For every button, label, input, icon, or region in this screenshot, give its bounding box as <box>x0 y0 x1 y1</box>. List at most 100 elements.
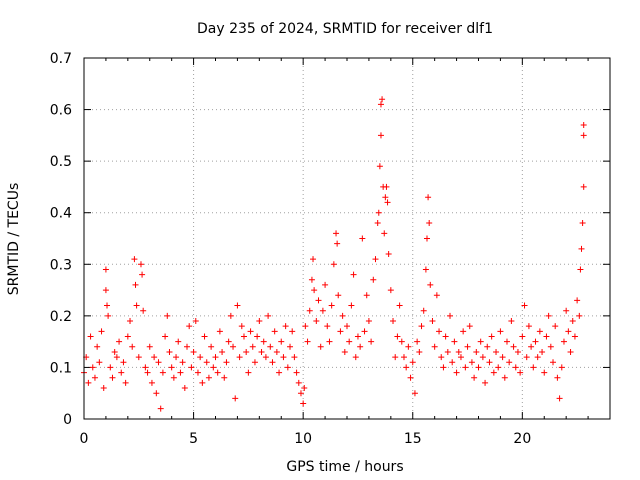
data-point <box>438 354 445 361</box>
data-point <box>580 122 587 129</box>
data-point <box>541 369 548 376</box>
data-point <box>339 312 346 319</box>
y-tick-label: 0.1 <box>50 360 72 376</box>
data-point <box>291 354 298 361</box>
data-point <box>302 323 309 330</box>
data-point <box>495 364 502 371</box>
data-point <box>105 312 112 319</box>
data-point <box>89 364 96 371</box>
data-point <box>517 369 524 376</box>
data-point <box>501 374 508 381</box>
data-point <box>545 312 552 319</box>
data-point <box>519 333 526 340</box>
data-point <box>379 96 386 103</box>
data-point <box>100 385 107 392</box>
data-point <box>194 369 201 376</box>
data-point <box>381 230 388 237</box>
data-point <box>173 354 180 361</box>
data-point <box>543 333 550 340</box>
data-point <box>326 338 333 345</box>
data-point <box>96 359 103 366</box>
x-axis-label: GPS time / hours <box>286 459 403 475</box>
grid-lines <box>84 58 610 419</box>
data-point <box>416 348 423 355</box>
data-point <box>576 312 583 319</box>
data-point <box>301 385 308 392</box>
data-point <box>205 374 212 381</box>
data-point <box>186 323 193 330</box>
data-point <box>269 359 276 366</box>
data-point <box>377 132 384 139</box>
data-point <box>578 245 585 252</box>
data-point <box>104 302 111 309</box>
data-point <box>107 364 114 371</box>
data-point <box>396 302 403 309</box>
data-point <box>284 364 291 371</box>
data-point <box>85 379 92 386</box>
data-point <box>155 359 162 366</box>
data-point <box>267 343 274 350</box>
data-point <box>295 379 302 386</box>
data-point <box>199 379 206 386</box>
data-point <box>214 369 221 376</box>
data-point <box>390 318 397 325</box>
chart-title: Day 235 of 2024, SRMTID for receiver dlf… <box>197 21 493 37</box>
data-point <box>468 359 475 366</box>
data-point <box>357 343 364 350</box>
data-point <box>392 354 399 361</box>
data-point <box>534 354 541 361</box>
data-point <box>423 235 430 242</box>
data-point <box>210 364 217 371</box>
data-point <box>368 338 375 345</box>
data-point <box>87 333 94 340</box>
data-point <box>258 348 265 355</box>
data-point <box>354 333 361 340</box>
data-point <box>486 359 493 366</box>
data-point <box>420 307 427 314</box>
data-point <box>431 343 438 350</box>
data-point <box>122 379 129 386</box>
data-point <box>212 354 219 361</box>
data-point <box>539 348 546 355</box>
data-point <box>324 323 331 330</box>
data-point <box>508 318 515 325</box>
data-point <box>177 369 184 376</box>
data-point <box>225 338 232 345</box>
data-point <box>560 338 567 345</box>
data-point <box>124 333 131 340</box>
data-point <box>574 297 581 304</box>
data-point <box>552 323 559 330</box>
data-point <box>179 359 186 366</box>
data-point <box>310 256 317 263</box>
data-point <box>188 364 195 371</box>
data-point <box>403 364 410 371</box>
data-point <box>131 256 138 263</box>
data-point <box>313 318 320 325</box>
data-point <box>532 338 539 345</box>
data-point <box>405 343 412 350</box>
data-point <box>234 302 241 309</box>
data-point <box>311 287 318 294</box>
x-tick-label: 5 <box>189 431 198 447</box>
data-point <box>447 312 454 319</box>
data-point <box>146 343 153 350</box>
data-point <box>440 364 447 371</box>
data-point <box>184 343 191 350</box>
data-point <box>111 348 118 355</box>
data-point <box>563 307 570 314</box>
data-point <box>361 328 368 335</box>
data-point <box>306 307 313 314</box>
data-point <box>400 354 407 361</box>
data-point <box>98 328 105 335</box>
data-point <box>394 333 401 340</box>
data-point <box>457 354 464 361</box>
data-point <box>113 354 120 361</box>
data-point <box>466 323 473 330</box>
data-point <box>201 333 208 340</box>
data-point <box>240 333 247 340</box>
data-point <box>251 359 258 366</box>
x-tick-label: 10 <box>294 431 312 447</box>
data-point <box>137 261 144 268</box>
data-point <box>94 343 101 350</box>
